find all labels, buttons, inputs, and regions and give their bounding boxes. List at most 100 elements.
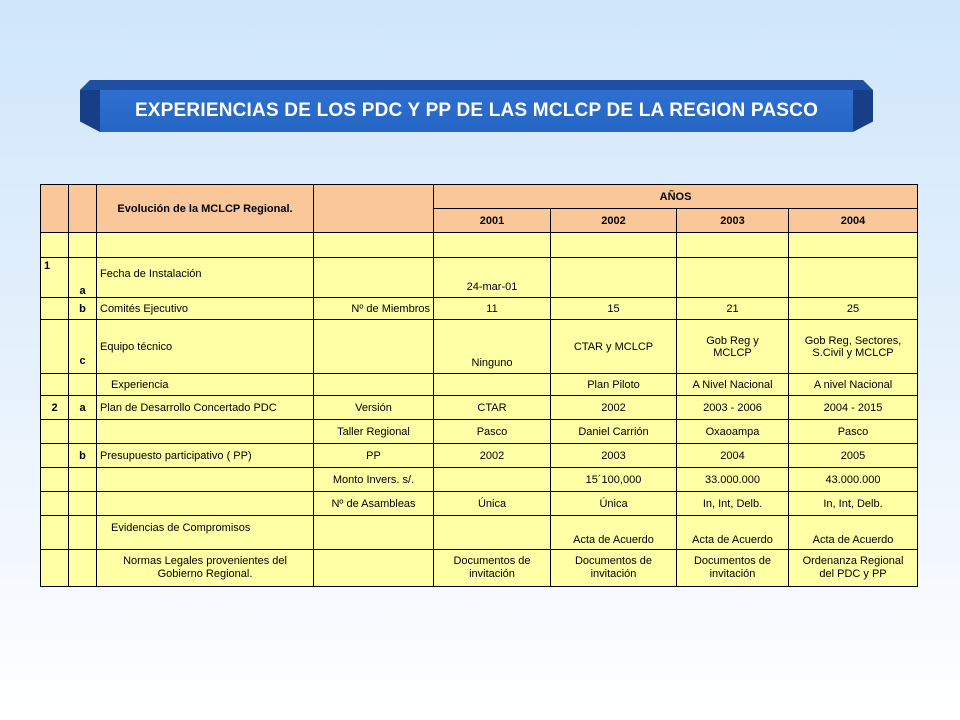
table-row: Experiencia Plan Piloto A Nivel Nacional… [40,373,919,396]
value-2004: Gob Reg, Sectores, S.Civil y MCLCP [787,319,919,374]
row-label [96,467,314,492]
row-label: Normas Legales provenientes del Gobierno… [96,549,314,587]
value-2003: 2003 - 2006 [676,395,789,420]
header-row-2: 2001 2002 2003 2004 [41,208,919,233]
row-number: 1 [40,257,69,298]
blank-cell [40,232,69,258]
value-2001: Ninguno [433,319,551,374]
table-row: 1 a Fecha de Instalación 24-mar-01 [40,257,919,298]
row-measure [313,257,434,298]
table-row: b Presupuesto participativo ( PP) PP 200… [40,443,919,468]
blank-cell [68,232,97,258]
value-2001: Pasco [433,419,551,444]
row-letter: c [68,319,97,374]
row-letter: b [68,297,97,320]
table-row: Normas Legales provenientes del Gobierno… [40,549,919,587]
value-2001: 11 [433,297,551,320]
row-letter: b [68,443,97,468]
value-2001: Documentos de invitación [433,549,551,587]
table-row-blank [40,232,919,258]
value-2002: Única [550,491,677,516]
blank-cell [787,232,919,258]
table-row: 2 a Plan de Desarrollo Concertado PDC Ve… [40,395,919,420]
row-measure: Taller Regional [313,419,434,444]
table-row: Taller Regional Pasco Daniel Carrión Oxa… [40,419,919,444]
value-2002: Daniel Carrión [550,419,677,444]
row-measure: PP [313,443,434,468]
row-label: Equipo técnico [96,319,314,374]
row-number: 2 [40,395,69,420]
year-2003: 2003 [676,208,789,233]
mclcp-evolution-table: Evolución de la MCLCP Regional. AÑOS 200… [40,184,919,587]
value-2003: 21 [676,297,789,320]
value-2004: 43.000.000 [787,467,919,492]
blank-cell [676,232,789,258]
row-label: Experiencia [96,373,314,396]
table-row: Monto Invers. s/. 15´100,000 33.000.000 … [40,467,919,492]
value-2002: CTAR y MCLCP [550,319,677,374]
row-letter: a [68,395,97,420]
value-2003: 2004 [676,443,789,468]
value-2001: 2002 [433,443,551,468]
row-number [40,297,69,320]
blank-cell [433,232,551,258]
table-row: Nº de Asambleas Única Única In, Int, Del… [40,491,919,516]
value-2003: A Nivel Nacional [676,373,789,396]
value-2004: Ordenanza Regional del PDC y PP [787,549,919,587]
banner-face [100,90,853,132]
row-label: Fecha de Instalación [96,257,314,298]
row-measure: Nº de Miembros [313,297,434,320]
row-measure: Versión [313,395,434,420]
row-measure [313,319,434,374]
row-measure [313,373,434,396]
value-2002: 15´100,000 [550,467,677,492]
banner-right-bevel [853,90,873,132]
value-2002: 2003 [550,443,677,468]
row-letter [68,373,97,396]
row-number [40,549,69,587]
value-2004: 2005 [787,443,919,468]
row-measure: Monto Invers. s/. [313,467,434,492]
year-2004: 2004 [787,208,919,233]
value-2004: A nivel Nacional [787,373,919,396]
blank-cell [96,232,314,258]
row-letter [68,491,97,516]
value-2002: Plan Piloto [550,373,677,396]
row-letter [68,515,97,550]
header-measure-cell [313,184,434,233]
banner-top-bevel [80,80,873,90]
row-number [40,467,69,492]
row-letter [68,419,97,444]
value-2003: 33.000.000 [676,467,789,492]
value-2004: 2004 - 2015 [787,395,919,420]
value-2001 [433,467,551,492]
header-years-label: AÑOS [432,184,919,209]
value-2004: 25 [787,297,919,320]
row-label: Plan de Desarrollo Concertado PDC [96,395,314,420]
value-2002: Acta de Acuerdo [550,515,677,550]
row-measure: Nº de Asambleas [313,491,434,516]
title-banner: EXPERIENCIAS DE LOS PDC Y PP DE LAS MCLC… [80,80,873,132]
row-letter: a [68,257,97,298]
table-row: Evidencias de Compromisos Acta de Acuerd… [40,515,919,550]
blank-cell [313,232,434,258]
header-row-1: Evolución de la MCLCP Regional. AÑOS [40,184,919,233]
header-num-cell [40,184,69,233]
row-letter [68,549,97,587]
row-number [40,491,69,516]
value-2001 [433,515,551,550]
value-2003: Acta de Acuerdo [676,515,789,550]
value-2002 [550,257,677,298]
year-2002: 2002 [550,208,677,233]
value-2001 [433,373,551,396]
row-number [40,373,69,396]
row-label [96,491,314,516]
row-measure [313,549,434,587]
value-2004 [787,257,919,298]
header-letter-cell [68,184,97,233]
value-2004: In, Int, Delb. [787,491,919,516]
row-label: Comités Ejecutivo [96,297,314,320]
value-2003: Documentos de invitación [676,549,789,587]
year-2001: 2001 [433,208,551,233]
value-2003: Gob Reg y MCLCP [676,319,789,374]
